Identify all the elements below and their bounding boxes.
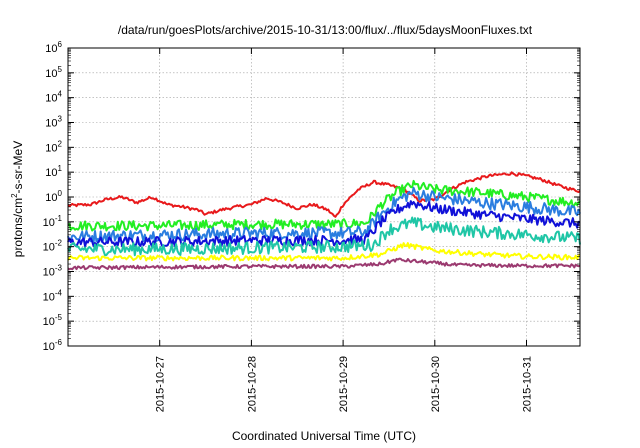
y-tick-label: 10-6 [43,338,63,353]
flux-series-line [67,200,581,248]
x-tick-label: 2015-10-27 [155,356,167,412]
flux-series-line [67,186,581,244]
y-axis-label-part: -s-sr-MeV [11,141,25,194]
y-tick-exponent: -5 [55,313,63,322]
y-tick-exponent: -2 [55,239,63,248]
y-tick-base: 10 [45,68,57,80]
x-tick-label: 2015-10-31 [522,356,534,412]
flux-series-line [67,179,581,232]
flux-series-line [67,216,581,257]
y-tick-base: 10 [43,217,55,229]
y-tick-base: 10 [43,291,55,303]
x-tick-label: 2015-10-29 [338,356,350,412]
y-tick-base: 10 [45,118,57,130]
chart-title: /data/run/goesPlots/archive/2015-10-31/1… [118,23,533,37]
y-tick-exponent: 1 [58,164,63,173]
x-tick-label: 2015-10-28 [246,356,258,412]
flux-series-line [67,242,581,262]
y-tick-exponent: 0 [58,189,63,198]
y-tick-exponent: 3 [58,115,63,124]
y-tick-base: 10 [43,242,55,254]
y-tick-label: 103 [45,115,62,130]
y-tick-base: 10 [45,192,57,204]
y-tick-label: 101 [45,164,62,179]
y-tick-label: 100 [45,189,62,204]
x-axis-ticks: 2015-10-27 2015-10-28 2015-10-29 2015-10-30… [155,48,534,412]
y-tick-exponent: -6 [55,338,63,347]
y-tick-base: 10 [45,167,57,179]
y-axis-label-exponent: 2 [10,193,19,198]
y-tick-exponent: 2 [58,139,63,148]
x-axis-label: Coordinated Universal Time (UTC) [232,429,416,443]
flux-series-line [67,171,581,218]
y-axis-ticks: 10-610-510-410-310-210-11001011021031041… [43,40,580,353]
y-tick-label: 10-3 [43,264,63,279]
y-tick-label: 104 [45,90,62,105]
y-tick-label: 10-1 [43,214,63,229]
y-tick-exponent: -4 [55,288,63,297]
y-tick-exponent: 5 [58,65,63,74]
y-tick-exponent: -3 [55,264,63,273]
y-axis-label-part: protons/cm [11,198,25,257]
y-tick-label: 10-5 [43,313,63,328]
y-tick-base: 10 [43,267,55,279]
y-tick-base: 10 [45,43,57,55]
y-tick-label: 10-4 [43,288,63,303]
series-lines [67,171,581,271]
y-tick-label: 10-2 [43,239,63,254]
flux-series-line [67,257,581,271]
y-tick-base: 10 [45,93,57,105]
y-tick-label: 105 [45,65,62,80]
y-tick-base: 10 [43,341,55,353]
y-axis-label: protons/cm2-s-sr-MeV [10,141,25,257]
y-tick-exponent: 4 [58,90,63,99]
y-tick-base: 10 [43,316,55,328]
y-tick-exponent: -1 [55,214,63,223]
y-tick-label: 102 [45,139,62,154]
y-tick-exponent: 6 [58,40,63,49]
y-tick-base: 10 [45,142,57,154]
x-tick-label: 2015-10-30 [430,356,442,412]
y-tick-label: 106 [45,40,62,55]
